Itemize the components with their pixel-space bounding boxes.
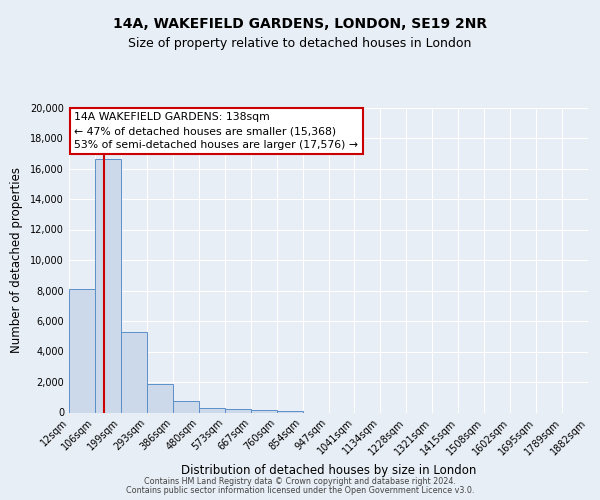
- Bar: [147, 384, 173, 412]
- Text: Contains public sector information licensed under the Open Government Licence v3: Contains public sector information licen…: [126, 486, 474, 495]
- Bar: [173, 401, 199, 412]
- Bar: [95, 160, 121, 412]
- Text: Contains HM Land Registry data © Crown copyright and database right 2024.: Contains HM Land Registry data © Crown c…: [144, 477, 456, 486]
- X-axis label: Distribution of detached houses by size in London: Distribution of detached houses by size …: [181, 464, 476, 476]
- Bar: [251, 410, 277, 412]
- Text: 14A, WAKEFIELD GARDENS, LONDON, SE19 2NR: 14A, WAKEFIELD GARDENS, LONDON, SE19 2NR: [113, 18, 487, 32]
- Y-axis label: Number of detached properties: Number of detached properties: [10, 167, 23, 353]
- Bar: [199, 408, 224, 412]
- Bar: [69, 289, 95, 412]
- Text: Size of property relative to detached houses in London: Size of property relative to detached ho…: [128, 38, 472, 51]
- Bar: [121, 332, 147, 412]
- Bar: [277, 411, 302, 412]
- Text: 14A WAKEFIELD GARDENS: 138sqm
← 47% of detached houses are smaller (15,368)
53% : 14A WAKEFIELD GARDENS: 138sqm ← 47% of d…: [74, 112, 358, 150]
- Bar: [225, 409, 251, 412]
